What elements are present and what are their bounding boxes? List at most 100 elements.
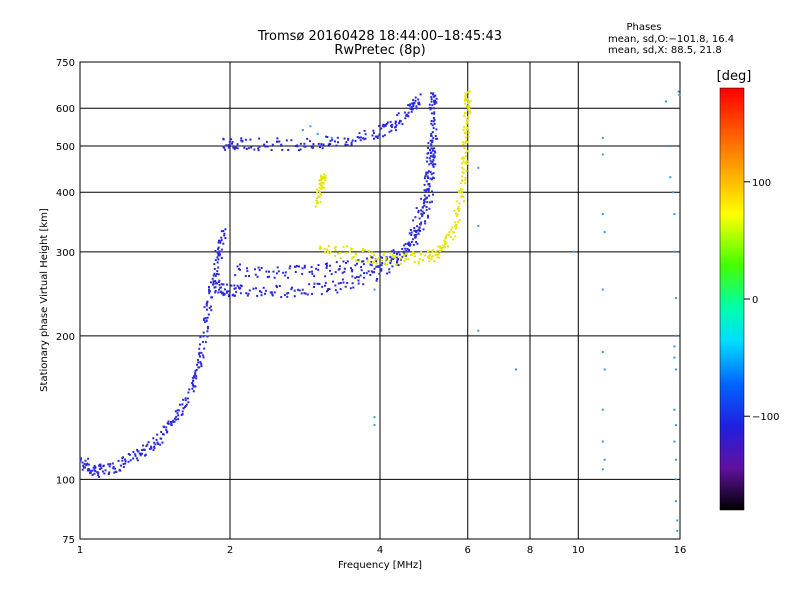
data-point (329, 143, 332, 145)
data-point (370, 251, 373, 254)
data-point (315, 267, 318, 270)
data-point (317, 142, 320, 145)
data-point (362, 263, 365, 266)
data-point (238, 267, 240, 270)
data-point (432, 172, 435, 175)
data-point (456, 213, 459, 216)
data-point (246, 294, 249, 297)
data-point (370, 256, 373, 258)
data-point (308, 271, 311, 273)
data-point (209, 305, 212, 308)
data-point (376, 278, 379, 280)
data-point (362, 260, 365, 263)
data-point (82, 466, 85, 469)
data-point (284, 271, 287, 274)
data-point (339, 282, 342, 284)
data-point (375, 260, 378, 263)
data-point (191, 383, 194, 386)
data-point (421, 215, 424, 218)
data-point (396, 261, 399, 264)
data-point (363, 249, 366, 252)
data-point (467, 135, 470, 138)
data-point (346, 282, 349, 284)
data-point (321, 176, 324, 179)
data-point (213, 268, 216, 270)
data-point (181, 410, 184, 413)
data-point (365, 272, 368, 275)
data-point (324, 251, 327, 254)
data-point (220, 283, 223, 286)
data-point (241, 140, 244, 143)
y-tick-label: 300 (56, 248, 75, 259)
data-point (424, 175, 427, 178)
data-point (182, 407, 185, 410)
data-point (455, 215, 458, 217)
data-point (199, 355, 201, 358)
data-point (420, 209, 423, 212)
data-point (361, 248, 364, 250)
data-point (407, 104, 410, 106)
data-point (80, 457, 82, 460)
data-point (327, 288, 330, 291)
data-point (432, 93, 434, 96)
data-point (253, 148, 256, 151)
data-point (417, 209, 420, 212)
data-point (218, 250, 221, 253)
data-point (430, 152, 432, 154)
data-point (108, 471, 111, 474)
data-point (389, 255, 392, 258)
data-point (421, 213, 424, 216)
data-point (429, 107, 432, 110)
data-point (236, 147, 239, 150)
data-point (424, 190, 427, 193)
data-point (673, 440, 676, 443)
data-point (352, 286, 355, 289)
data-point (315, 197, 318, 200)
data-point (466, 141, 469, 144)
data-point (433, 122, 436, 125)
data-point (464, 92, 467, 95)
data-point (399, 119, 401, 122)
data-point (213, 272, 216, 275)
data-point (93, 472, 96, 475)
data-point (426, 156, 429, 159)
data-point (335, 261, 338, 264)
data-point (172, 420, 175, 423)
data-point (373, 424, 376, 427)
data-point (373, 271, 376, 274)
data-point (416, 242, 419, 245)
data-point (430, 147, 433, 150)
data-point (431, 104, 434, 107)
data-point (236, 265, 239, 268)
data-point (227, 295, 230, 298)
data-point (320, 177, 323, 180)
data-point (340, 256, 342, 259)
data-point (430, 132, 433, 135)
data-point (115, 471, 118, 473)
y-tick-label: 500 (56, 142, 75, 153)
data-point (438, 256, 441, 259)
data-point (440, 246, 443, 249)
data-point (318, 283, 321, 285)
data-point (372, 132, 375, 134)
data-point (413, 229, 416, 232)
data-point (381, 124, 384, 127)
data-point (676, 529, 679, 532)
data-point (280, 143, 283, 146)
data-point (275, 284, 278, 287)
data-point (428, 185, 431, 188)
data-point (412, 251, 415, 254)
data-point (359, 136, 362, 139)
data-point (430, 173, 433, 176)
data-point (176, 412, 179, 415)
data-point (464, 151, 467, 154)
data-point (156, 433, 159, 436)
data-point (463, 126, 465, 129)
data-point (194, 372, 197, 375)
data-point (465, 122, 468, 125)
data-point (264, 289, 267, 292)
data-point (118, 468, 121, 471)
data-point (342, 281, 345, 284)
data-point (206, 325, 209, 328)
data-point (436, 253, 439, 256)
